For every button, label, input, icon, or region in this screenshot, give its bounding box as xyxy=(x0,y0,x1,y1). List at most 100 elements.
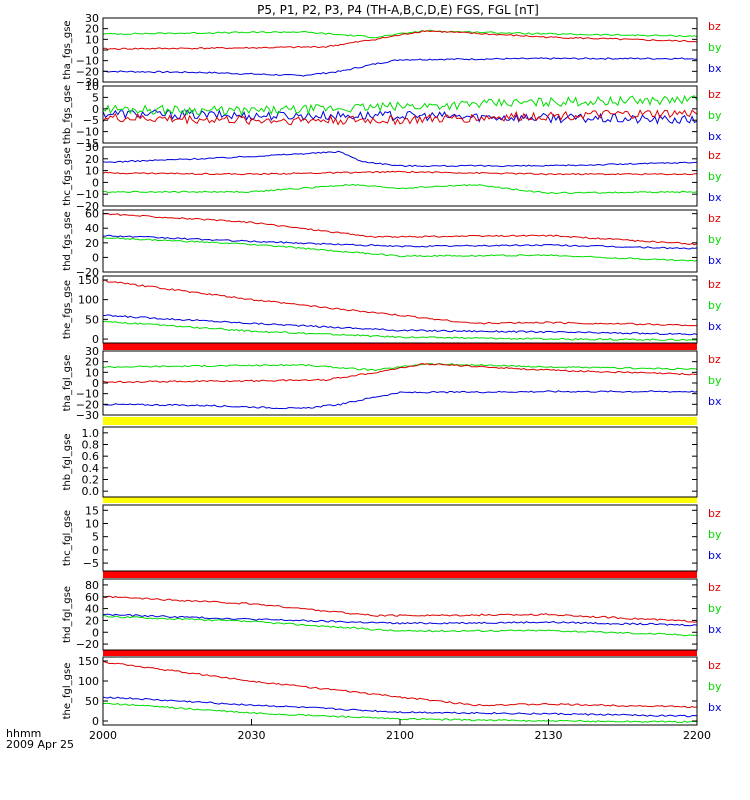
series-line-by xyxy=(102,615,698,637)
y-tick-label: 0.2 xyxy=(82,474,100,487)
y-tick-label: −20 xyxy=(76,266,99,279)
y-axis-label: thb_fgs_gse xyxy=(62,85,73,144)
y-axis-label: the_fgs_gse xyxy=(62,280,73,339)
y-axis-label: thc_fgl_gse xyxy=(62,510,73,566)
legend-entry-by: by xyxy=(708,41,722,54)
series-line-bx xyxy=(102,109,698,125)
series-line-bz xyxy=(102,212,698,246)
y-tick-label: 150 xyxy=(78,655,99,668)
legend-entry-bz: bz xyxy=(708,278,721,291)
legend-entry-bz: bz xyxy=(708,659,721,672)
y-tick-label: 20 xyxy=(85,614,99,627)
y-tick-label: 60 xyxy=(85,208,99,221)
y-tick-label: 20 xyxy=(85,23,99,36)
y-tick-label: 50 xyxy=(85,313,99,326)
y-axis-label: tha_fgl_gse xyxy=(62,355,73,412)
y-tick-label: −10 xyxy=(76,126,99,139)
status-band xyxy=(103,417,697,425)
y-tick-label: 0.4 xyxy=(82,462,100,475)
y-tick-label: 30 xyxy=(85,12,99,25)
date-label: 2009 Apr 25 xyxy=(6,738,74,751)
y-tick-label: 1.0 xyxy=(82,427,100,440)
y-tick-label: 5 xyxy=(92,531,99,544)
y-tick-label: 10 xyxy=(85,517,99,530)
status-band xyxy=(103,571,697,578)
series-line-bz xyxy=(102,109,698,126)
y-tick-label: 40 xyxy=(85,222,99,235)
panel-thb_fgl_gse: 0.00.20.40.60.81.0 thb_fgl_gse xyxy=(62,426,698,498)
y-tick-label: −10 xyxy=(76,188,99,201)
status-band xyxy=(103,497,697,503)
y-tick-label: 10 xyxy=(85,366,99,379)
y-tick-label: 100 xyxy=(78,675,99,688)
series-line-bx xyxy=(102,314,698,336)
x-tick-label: 2030 xyxy=(238,729,266,742)
y-tick-label: −10 xyxy=(76,388,99,401)
y-axis-label: thc_fgs_gse xyxy=(62,147,73,206)
y-tick-label: −5 xyxy=(83,114,99,127)
y-tick-label: −20 xyxy=(76,65,99,78)
y-tick-label: 0 xyxy=(92,44,99,57)
legend-entry-bx: bx xyxy=(708,701,722,714)
series-line-bx xyxy=(103,57,698,77)
y-tick-label: 30 xyxy=(85,141,99,154)
y-tick-label: 0 xyxy=(92,333,99,346)
legend-entry-bz: bz xyxy=(708,353,721,366)
time-axis-label: hhmm xyxy=(6,727,41,740)
legend-entry-bx: bx xyxy=(708,549,722,562)
legend-entry-bz: bz xyxy=(708,149,721,162)
status-band xyxy=(103,343,697,350)
y-tick-label: −20 xyxy=(76,398,99,411)
series-line-by xyxy=(102,320,698,341)
legend-entry-bz: bz xyxy=(708,20,721,33)
x-tick-label: 2000 xyxy=(89,729,117,742)
y-tick-label: 0 xyxy=(92,176,99,189)
y-tick-label: 0.6 xyxy=(82,450,100,463)
y-axis-label: thb_fgl_gse xyxy=(62,434,73,491)
legend-entry-bx: bx xyxy=(708,62,722,75)
series-line-by xyxy=(102,29,698,39)
y-tick-label: 50 xyxy=(85,695,99,708)
legend-entry-bz: bz xyxy=(708,212,721,225)
legend-entry-bx: bx xyxy=(708,254,722,267)
legend-entry-bz: bz xyxy=(708,581,721,594)
y-tick-label: 10 xyxy=(85,33,99,46)
series-line-bx xyxy=(102,390,698,410)
y-tick-label: 0 xyxy=(92,377,99,390)
legend-entry-by: by xyxy=(708,299,722,312)
series-line-bz xyxy=(102,30,698,51)
series-line-by xyxy=(102,183,698,195)
y-tick-label: 5 xyxy=(92,91,99,104)
panel-the_fgs_gse: 0 50 100 150 the_fgs_gse bz by bx xyxy=(62,274,722,346)
plot-title: P5, P1, P2, P3, P4 (TH-A,B,C,D,E) FGS, F… xyxy=(257,3,539,17)
y-axis-label: thd_fgl_gse xyxy=(62,586,73,643)
y-tick-label: 10 xyxy=(85,165,99,178)
y-tick-label: 15 xyxy=(85,504,99,517)
panel-frame xyxy=(102,85,698,144)
x-tick-label: 2200 xyxy=(683,729,711,742)
legend-entry-by: by xyxy=(708,528,722,541)
series-line-by xyxy=(102,236,698,262)
status-band xyxy=(103,650,697,656)
series-line-bz xyxy=(102,362,697,384)
legend-entry-by: by xyxy=(708,170,722,183)
legend-entry-by: by xyxy=(708,374,722,387)
y-tick-label: 0 xyxy=(92,544,99,557)
legend-entry-bz: bz xyxy=(708,507,721,520)
y-tick-label: −20 xyxy=(76,200,99,213)
legend-entry-bx: bx xyxy=(708,623,722,636)
y-tick-label: 0 xyxy=(92,103,99,116)
y-tick-label: 0.0 xyxy=(82,485,100,498)
legend-entry-by: by xyxy=(708,109,722,122)
panel-frame xyxy=(102,426,698,498)
y-tick-label: 0.8 xyxy=(82,439,100,452)
legend-entry-bx: bx xyxy=(708,395,722,408)
y-axis-label: tha_fgs_gse xyxy=(62,20,73,79)
y-tick-label: −5 xyxy=(83,557,99,570)
